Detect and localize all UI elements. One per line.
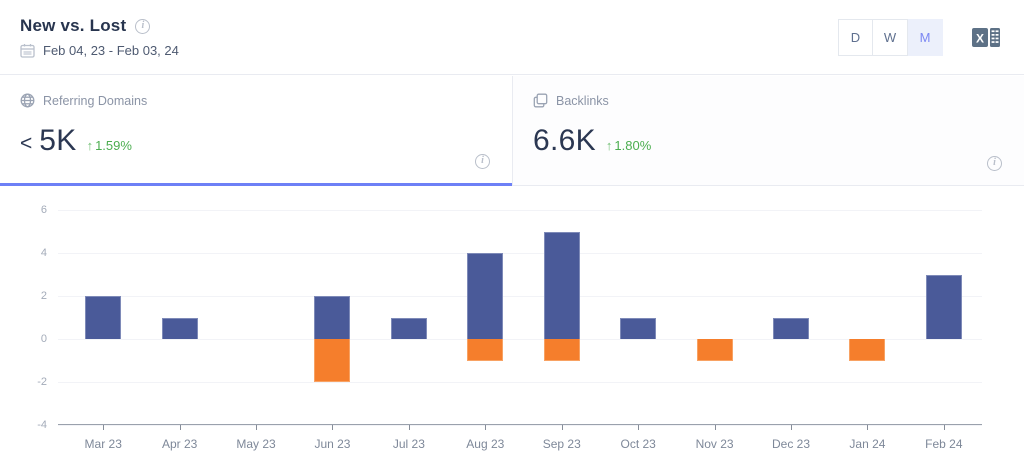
- up-arrow-icon: ↑: [605, 138, 613, 153]
- x-axis-label-oct-23: Oct 23: [620, 437, 656, 451]
- y-axis-tick-label: 6: [40, 204, 47, 216]
- bar-new-apr-23[interactable]: [161, 317, 198, 339]
- excel-export-icon: X: [972, 28, 1000, 47]
- date-range[interactable]: Feb 04, 23 - Feb 03, 24: [20, 43, 179, 58]
- value-prefix: <: [20, 132, 33, 155]
- x-axis-tick: [867, 425, 869, 430]
- backlinks-change: ↑ 1.80%: [605, 138, 652, 153]
- tab-backlinks[interactable]: Backlinks 6.6K ↑ 1.80% i: [512, 76, 1024, 186]
- gridline: [58, 253, 982, 254]
- bar-column-may-23: [218, 210, 294, 430]
- bar-column-sep-23: [524, 210, 600, 430]
- bar-lost-nov-23[interactable]: [696, 339, 733, 361]
- x-axis-tick: [103, 425, 105, 430]
- x-axis-tick: [561, 425, 563, 430]
- bar-new-aug-23[interactable]: [467, 253, 504, 339]
- x-axis-label-jun-23: Jun 23: [314, 437, 351, 451]
- bar-column-mar-23: [65, 210, 141, 430]
- y-axis-tick-label: 0: [40, 333, 47, 345]
- x-axis-label-apr-23: Apr 23: [161, 437, 198, 451]
- backlinks-value: 6.6K: [533, 124, 596, 157]
- x-axis-tick: [638, 425, 640, 430]
- referring-domains-info-icon[interactable]: i: [475, 154, 490, 169]
- new-vs-lost-chart: 6 4 2 0 -2 -4 Mar 23 Apr 23 May 23 Jun 23 Jul 23 A…: [0, 186, 1024, 471]
- x-axis-label-jul-23: Jul 23: [392, 437, 425, 451]
- x-axis-label-sep-23: Sep 23: [542, 437, 581, 451]
- gridline: [58, 296, 982, 297]
- bar-column-jun-23: [294, 210, 370, 430]
- x-axis-label-mar-23: Mar 23: [84, 437, 122, 451]
- calendar-icon: [20, 44, 35, 58]
- x-axis-labels: Mar 23 Apr 23 May 23 Jun 23 Jul 23 Aug 23 Sep …: [65, 437, 982, 451]
- bar-lost-jun-23[interactable]: [314, 339, 351, 382]
- date-range-label: Feb 04, 23 - Feb 03, 24: [43, 43, 179, 58]
- gridline: [58, 210, 982, 211]
- bar-new-feb-24[interactable]: [925, 274, 962, 339]
- bar-new-oct-23[interactable]: [620, 317, 657, 339]
- x-axis-tick: [791, 425, 792, 430]
- backlinks-info-icon[interactable]: i: [987, 156, 1002, 171]
- gridline: [58, 425, 982, 426]
- card-header: New vs. Lost i Feb 04, 23 - Feb 03, 24 D…: [0, 0, 1024, 75]
- granularity-day-button[interactable]: D: [838, 19, 873, 56]
- x-axis-label-aug-23: Aug 23: [466, 437, 505, 451]
- granularity-month-button[interactable]: M: [908, 19, 943, 56]
- x-axis-tick: [714, 425, 716, 430]
- bar-column-apr-23: [141, 210, 217, 430]
- svg-text:X: X: [976, 32, 984, 46]
- bar-new-jul-23[interactable]: [390, 317, 427, 339]
- y-axis-tick-label: -2: [37, 376, 47, 388]
- granularity-week-button[interactable]: W: [873, 19, 908, 56]
- x-axis-label-jan-24: Jan 24: [849, 437, 886, 451]
- gridline: [58, 339, 982, 340]
- referring-domains-change: ↑ 1.59%: [86, 138, 132, 153]
- globe-icon: [20, 93, 35, 108]
- bar-lost-sep-23[interactable]: [543, 339, 580, 361]
- y-axis-tick-label: -4: [37, 419, 47, 431]
- bar-column-feb-24: [906, 210, 982, 430]
- x-axis-label-dec-23: Dec 23: [771, 437, 811, 451]
- x-axis-label-nov-23: Nov 23: [695, 437, 734, 451]
- x-axis-tick: [179, 425, 181, 430]
- bar-new-jun-23[interactable]: [314, 296, 351, 339]
- metric-tabs: Referring Domains < 5K ↑ 1.59% i Backlink…: [0, 76, 1024, 186]
- tab-label: Backlinks: [556, 93, 609, 108]
- up-arrow-icon: ↑: [86, 138, 94, 153]
- x-axis-tick: [256, 425, 258, 430]
- bar-columns: [65, 210, 982, 430]
- bar-column-aug-23: [447, 210, 523, 430]
- bar-new-mar-23[interactable]: [85, 296, 122, 339]
- tab-referring-domains[interactable]: Referring Domains < 5K ↑ 1.59% i: [0, 76, 512, 186]
- x-axis-tick: [485, 425, 487, 430]
- bar-column-jan-24: [829, 210, 905, 430]
- x-axis-tick: [943, 425, 945, 430]
- referring-domains-value: 5K: [39, 124, 77, 157]
- x-axis-tick: [332, 425, 334, 430]
- gridline: [58, 382, 982, 383]
- y-axis-tick-label: 2: [40, 290, 47, 302]
- backlinks-icon: [533, 93, 548, 108]
- bar-column-nov-23: [676, 210, 752, 430]
- x-axis-label-may-23: May 23: [236, 437, 276, 451]
- x-axis-line: [58, 424, 982, 425]
- title-info-icon[interactable]: i: [135, 18, 151, 34]
- export-excel-button[interactable]: X: [971, 25, 1001, 50]
- x-axis-label-feb-24: Feb 24: [925, 437, 963, 451]
- bar-lost-aug-23[interactable]: [467, 339, 504, 361]
- x-axis-tick: [408, 425, 410, 430]
- y-axis-tick-label: 4: [40, 247, 47, 259]
- bar-lost-jan-24[interactable]: [849, 339, 886, 361]
- bar-column-dec-23: [753, 210, 829, 430]
- tab-label: Referring Domains: [43, 93, 148, 108]
- bar-new-dec-23[interactable]: [773, 317, 809, 339]
- granularity-switcher: D W M: [838, 19, 943, 56]
- bar-new-sep-23[interactable]: [543, 231, 580, 339]
- plot-area: 6 4 2 0 -2 -4: [37, 204, 982, 431]
- bar-column-jul-23: [371, 210, 447, 430]
- bar-column-oct-23: [600, 210, 676, 430]
- page-title: New vs. Lost: [20, 16, 127, 35]
